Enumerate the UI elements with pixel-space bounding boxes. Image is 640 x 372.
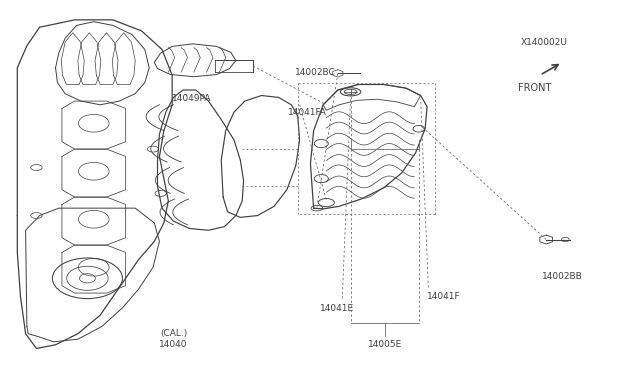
Text: (CAL.)
14040: (CAL.) 14040	[159, 329, 188, 349]
Text: 14041FA: 14041FA	[288, 108, 327, 117]
Text: 14041F: 14041F	[427, 292, 461, 301]
Text: 14002BC: 14002BC	[294, 68, 335, 77]
Text: FRONT: FRONT	[518, 83, 551, 93]
Text: 14005E: 14005E	[368, 340, 402, 349]
Text: 14049PA: 14049PA	[172, 94, 212, 103]
Text: 14002BB: 14002BB	[541, 272, 582, 280]
Text: X140002U: X140002U	[521, 38, 568, 47]
Text: 14041E: 14041E	[320, 304, 354, 313]
